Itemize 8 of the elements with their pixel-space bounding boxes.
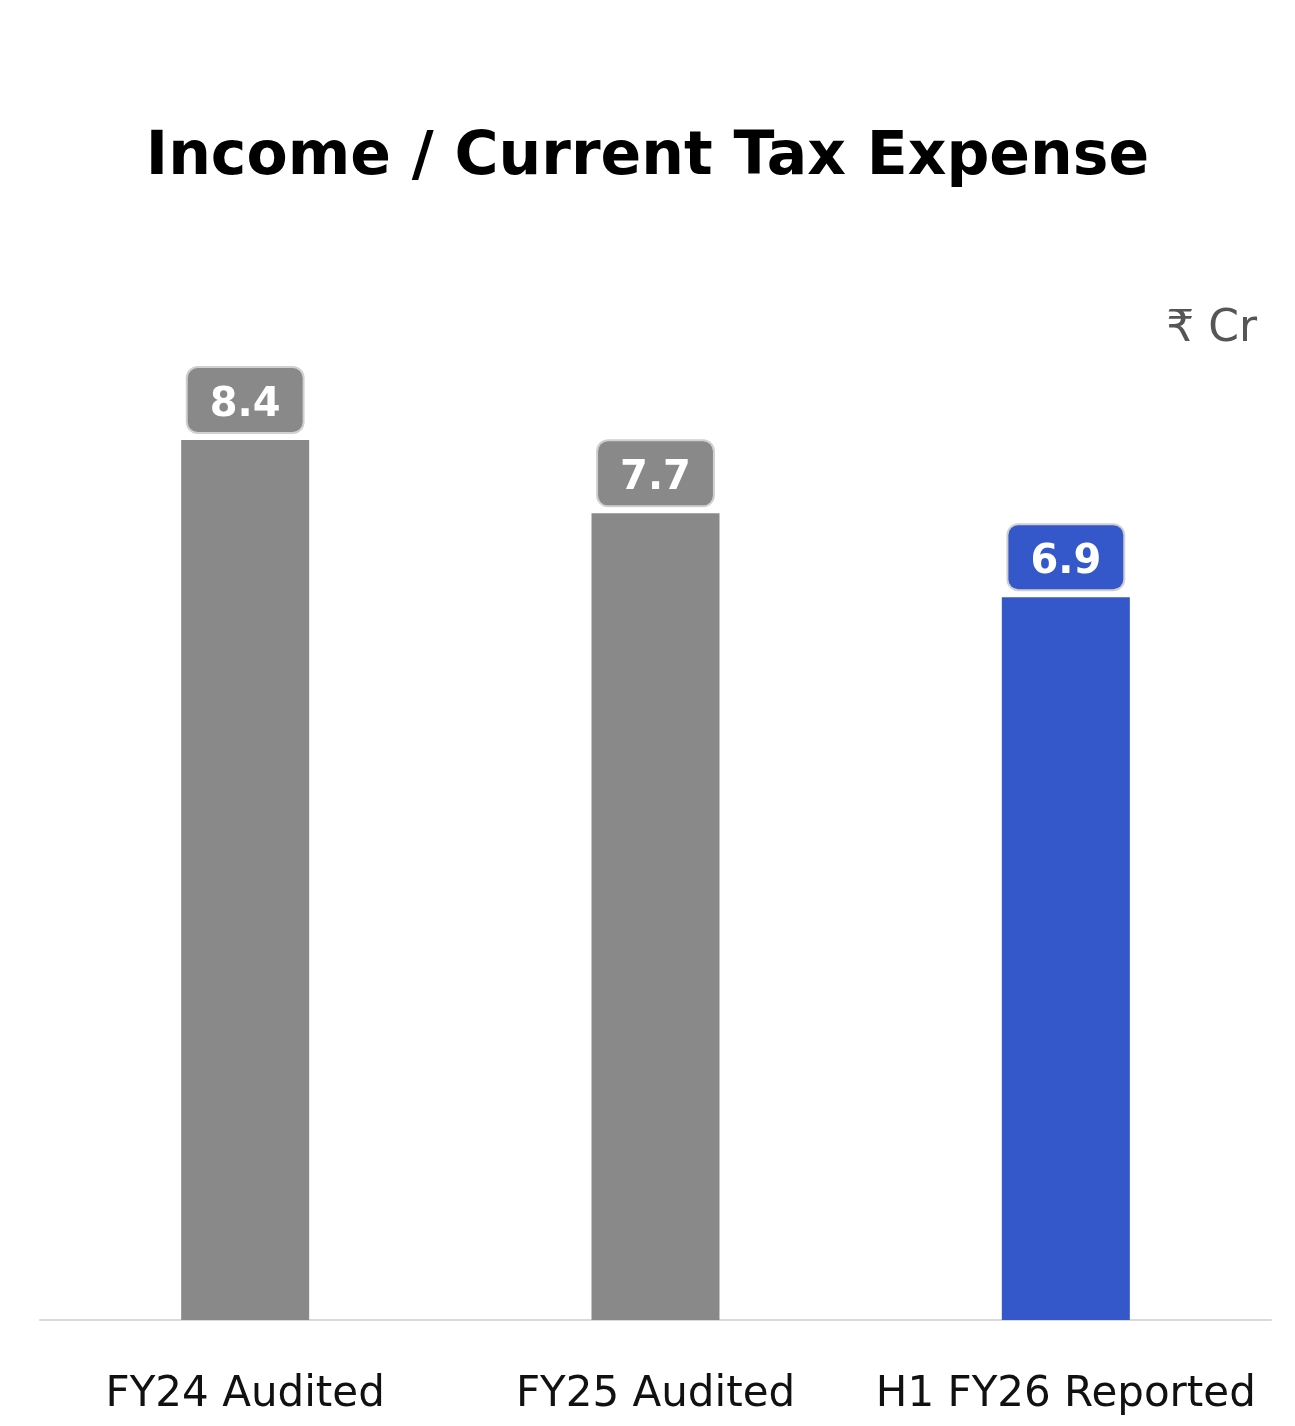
x-tick-label: H1 FY26 Reported [875, 1366, 1256, 1416]
data-label: 8.4 [209, 379, 281, 425]
data-label: 7.7 [620, 452, 691, 499]
data-label: 6.9 [1030, 536, 1102, 583]
x-tick-label: FY25 Audited [515, 1366, 796, 1416]
x-tick-label: FY24 Audited [105, 1366, 385, 1416]
chart-title: Income / Current Tax Expense [145, 118, 1150, 188]
y-axis-title: ₹ Cr [1166, 299, 1258, 351]
